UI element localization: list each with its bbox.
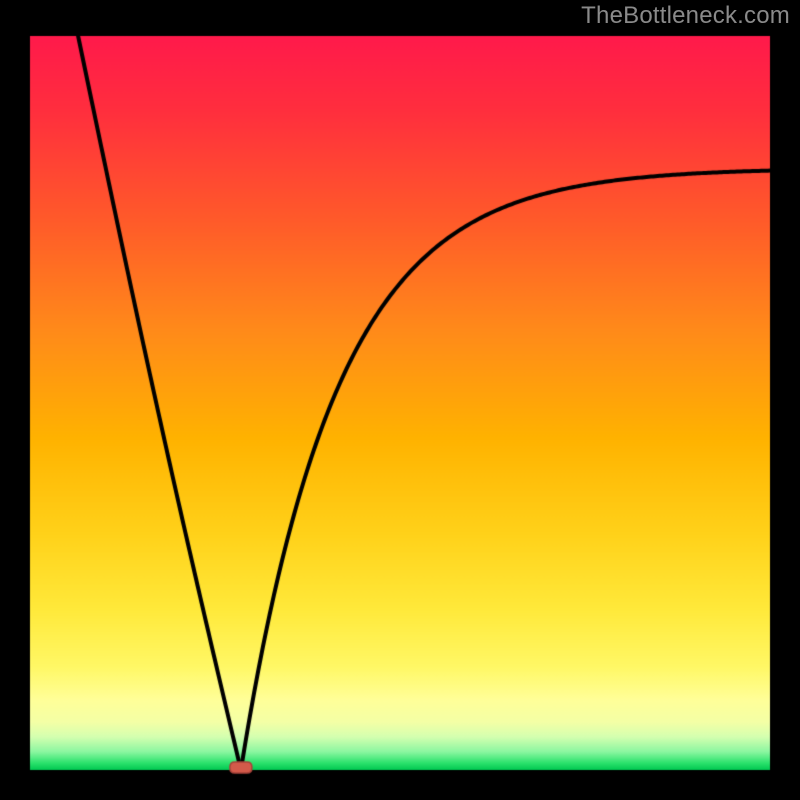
bottleneck-curve-chart bbox=[0, 0, 800, 800]
chart-container: TheBottleneck.com bbox=[0, 0, 800, 800]
